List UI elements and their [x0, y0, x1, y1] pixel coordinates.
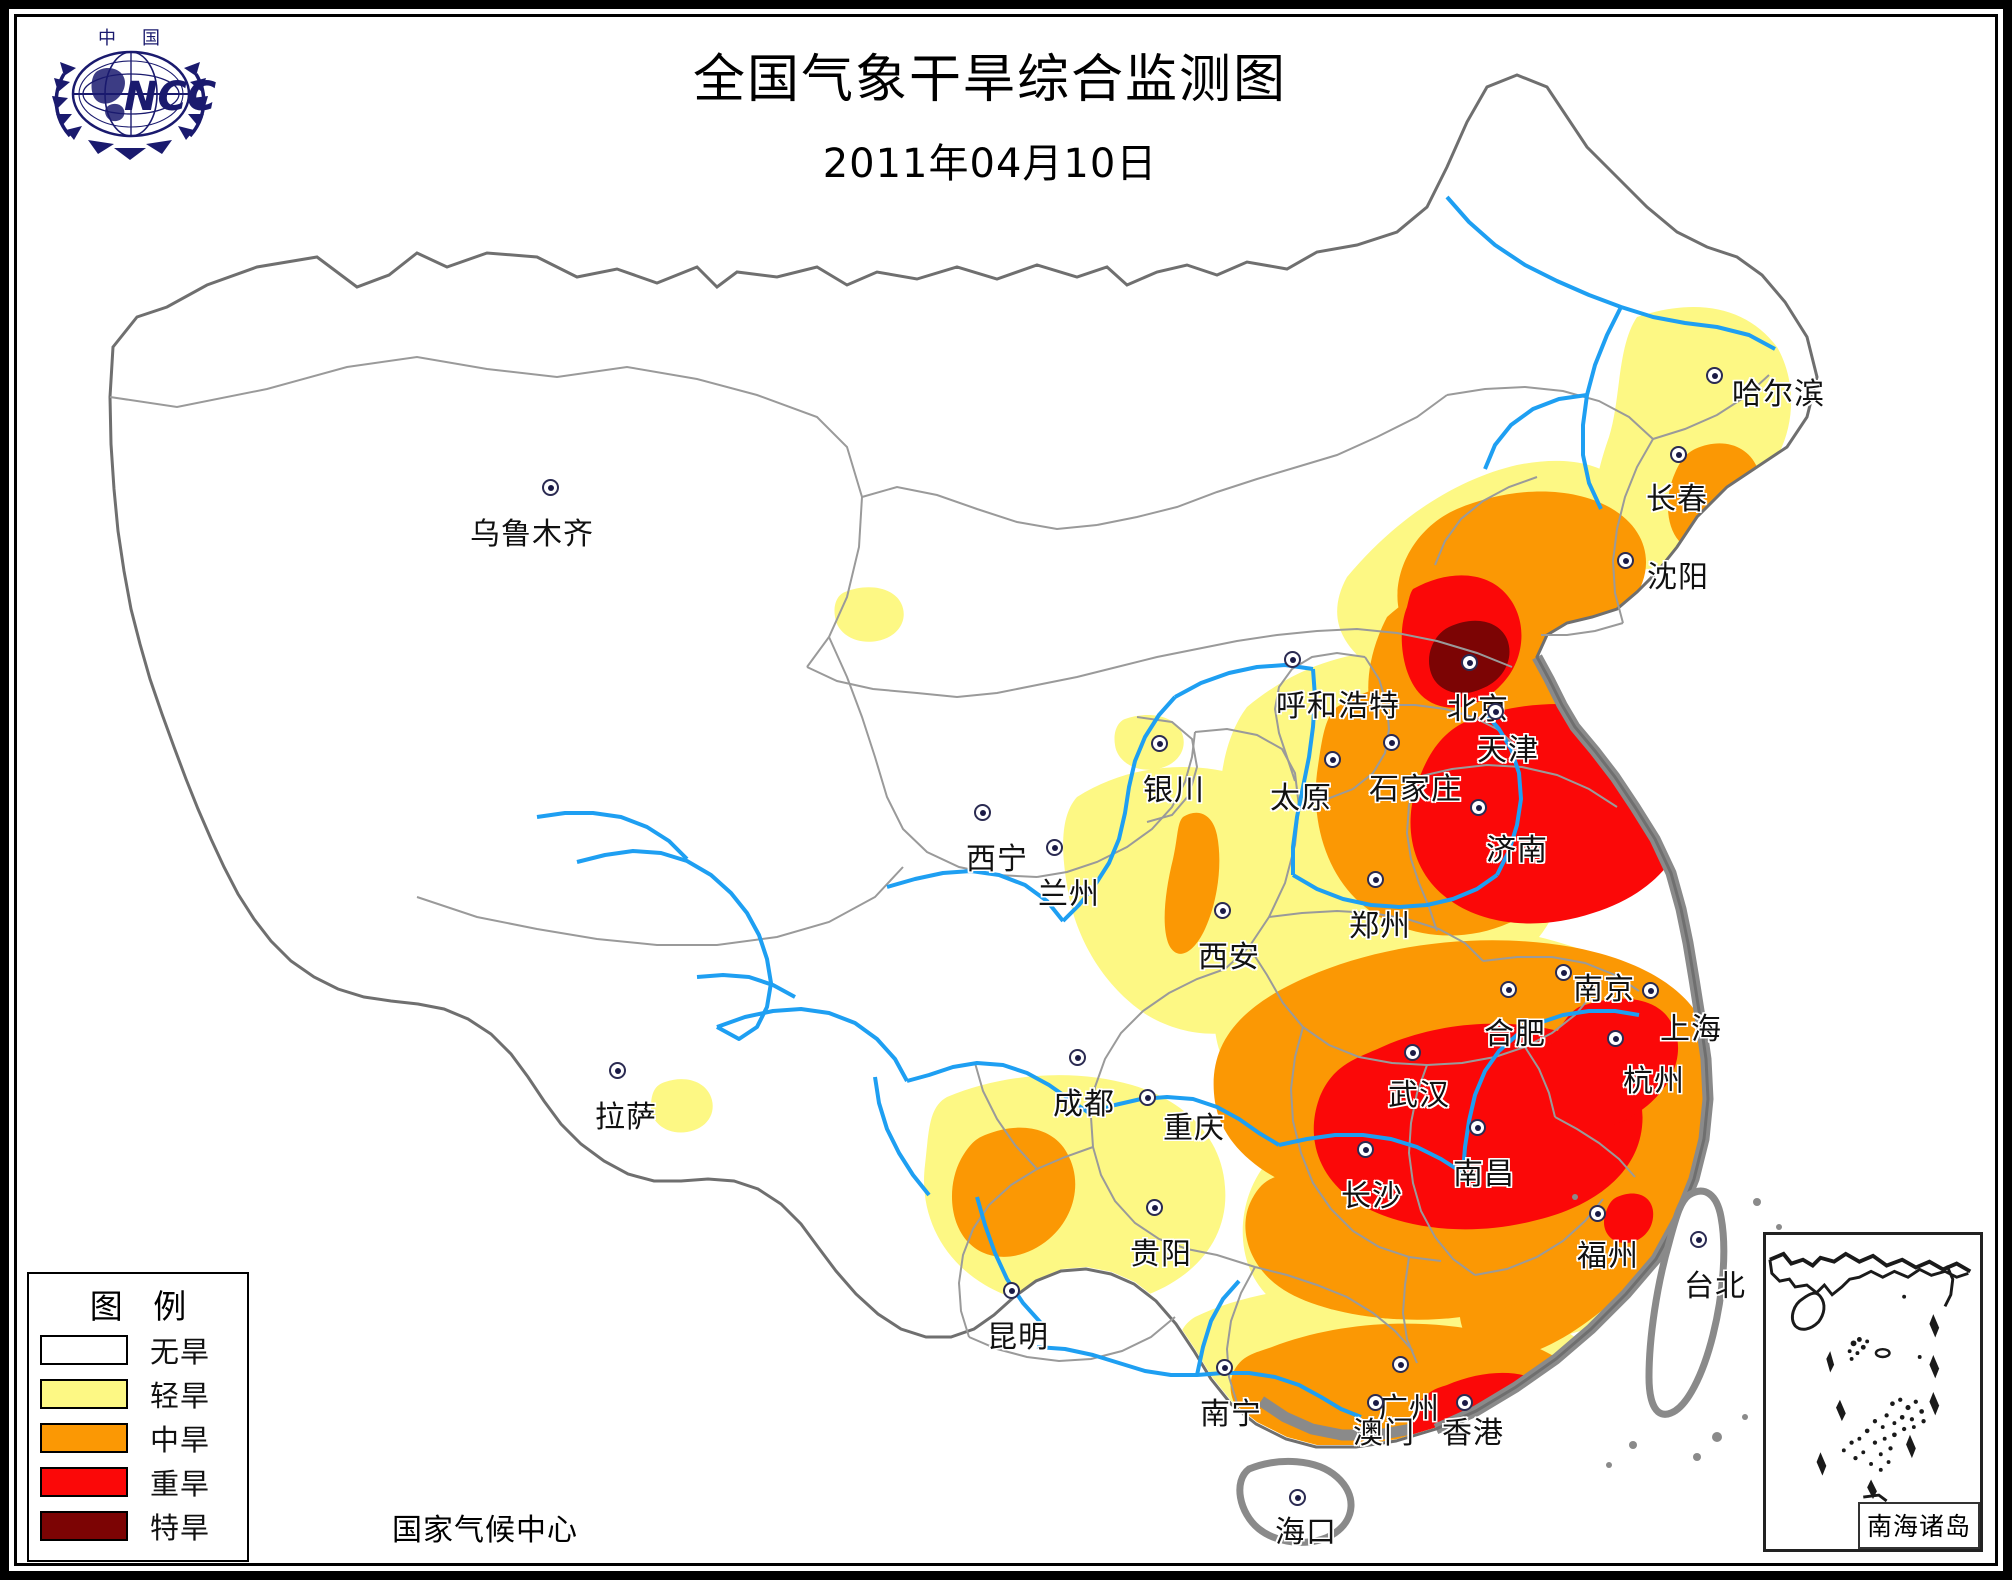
legend-rows: 无旱轻旱中旱重旱特旱	[29, 1328, 247, 1548]
china-drought-map	[17, 17, 1995, 1563]
legend-row: 无旱	[29, 1328, 247, 1372]
legend-row: 重旱	[29, 1460, 247, 1504]
inset-map-graphic	[1766, 1236, 1980, 1548]
legend-label: 无旱	[150, 1335, 211, 1369]
legend-title: 图 例	[89, 1287, 197, 1326]
legend-label: 特旱	[150, 1511, 211, 1545]
river-network	[536, 195, 1776, 1419]
legend-swatch	[40, 1467, 128, 1497]
legend-swatch	[40, 1335, 128, 1365]
national-border	[108, 73, 1819, 1449]
legend-label: 轻旱	[150, 1379, 211, 1413]
legend-label: 重旱	[150, 1467, 211, 1501]
legend-row: 轻旱	[29, 1372, 247, 1416]
offshore-islands	[1572, 1194, 1782, 1468]
province-borders	[109, 355, 1770, 1404]
legend-swatch	[40, 1423, 128, 1453]
legend-row: 中旱	[29, 1416, 247, 1460]
svg-text:中: 中	[98, 28, 116, 49]
legend-row: 特旱	[29, 1504, 247, 1548]
legend-box: 图 例 无旱轻旱中旱重旱特旱	[27, 1272, 249, 1562]
inner-frame	[14, 14, 1998, 1566]
inset-label: 南海诸岛	[1866, 1512, 1971, 1541]
svg-text:国: 国	[142, 28, 160, 49]
legend-swatch	[40, 1379, 128, 1409]
legend-swatch	[40, 1511, 128, 1541]
ncc-logo: 中 国 NCC	[52, 28, 216, 160]
south-china-sea-inset: 南海诸岛	[1763, 1232, 1983, 1552]
hainan-outline	[1236, 1457, 1355, 1546]
inset-label-box: 南海诸岛	[1857, 1502, 1980, 1549]
footer-credit: 国家气候中心	[392, 1513, 578, 1548]
legend-label: 中旱	[150, 1423, 211, 1457]
